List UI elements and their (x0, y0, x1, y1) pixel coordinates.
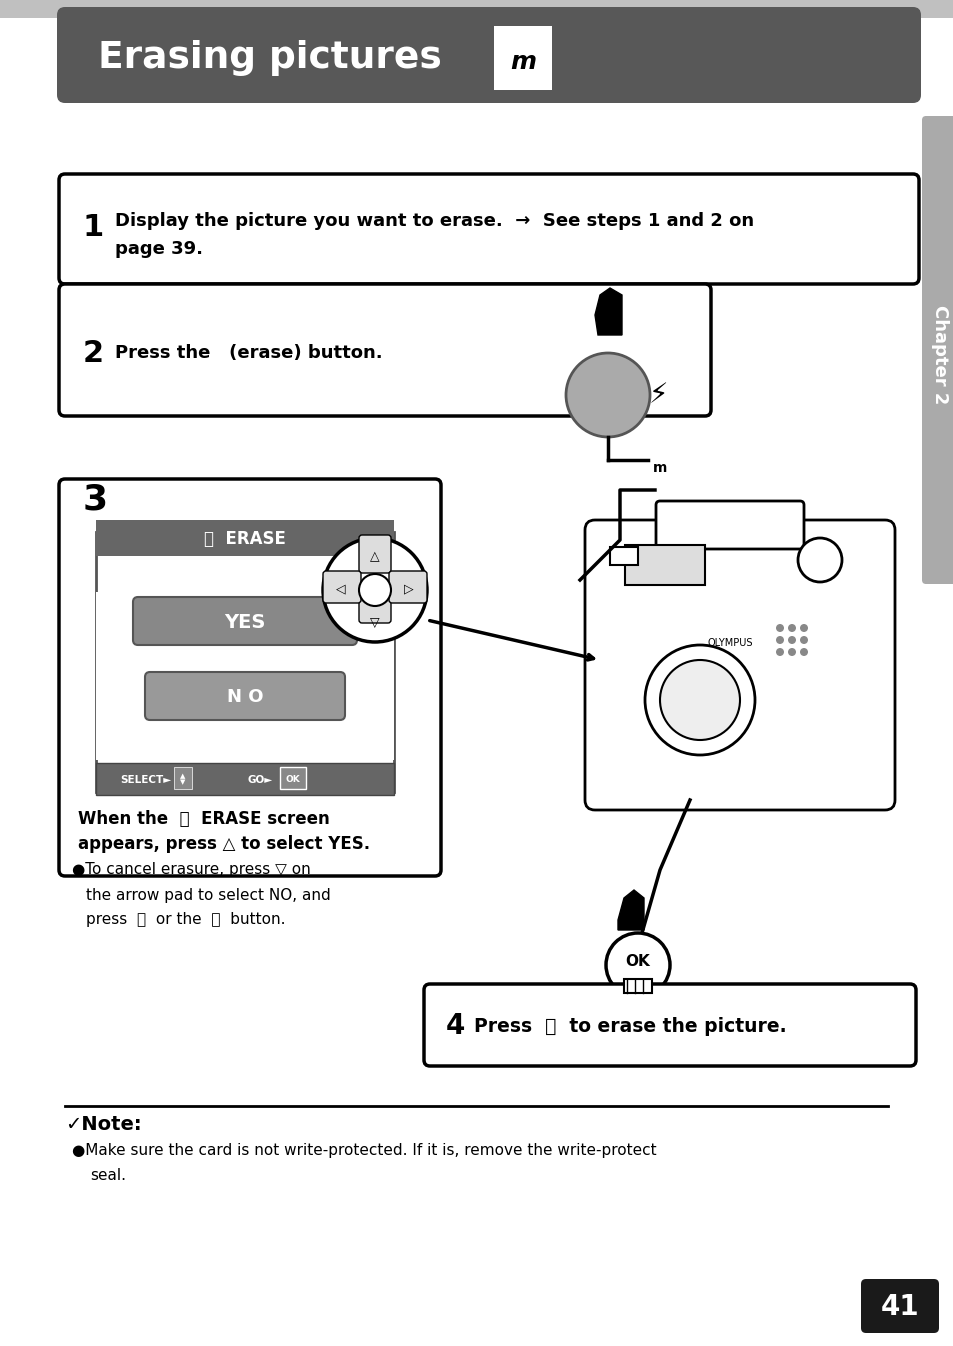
Bar (623, 979, 651, 993)
Text: 2: 2 (83, 338, 104, 367)
Text: 41: 41 (880, 1294, 919, 1320)
FancyBboxPatch shape (423, 984, 915, 1066)
Text: 1: 1 (83, 214, 104, 242)
Text: ⚡: ⚡ (648, 381, 667, 409)
Circle shape (323, 538, 427, 642)
Circle shape (565, 353, 649, 437)
FancyBboxPatch shape (389, 571, 427, 603)
Bar (609, 546, 638, 565)
FancyBboxPatch shape (656, 501, 803, 549)
Text: OK: OK (285, 774, 300, 783)
FancyBboxPatch shape (59, 479, 440, 876)
Polygon shape (595, 288, 621, 335)
Text: ●Make sure the card is not write-protected. If it is, remove the write-protect: ●Make sure the card is not write-protect… (71, 1143, 656, 1158)
Text: the arrow pad to select NO, and: the arrow pad to select NO, and (86, 888, 331, 903)
Text: Press  ⓞ  to erase the picture.: Press ⓞ to erase the picture. (474, 1016, 786, 1035)
FancyBboxPatch shape (358, 534, 391, 573)
Bar (96, 532, 394, 791)
FancyBboxPatch shape (861, 1279, 938, 1333)
Circle shape (775, 637, 783, 643)
Text: seal.: seal. (90, 1168, 126, 1183)
Circle shape (787, 637, 795, 643)
Text: page 39.: page 39. (115, 240, 203, 258)
Text: N O: N O (227, 688, 263, 707)
Bar (280, 767, 306, 789)
Circle shape (800, 637, 807, 643)
Text: OK: OK (625, 954, 650, 969)
Circle shape (644, 645, 754, 755)
Circle shape (605, 933, 669, 997)
Circle shape (797, 538, 841, 581)
Text: ▽: ▽ (370, 615, 379, 629)
Text: m: m (652, 460, 666, 475)
Text: Chapter 2: Chapter 2 (930, 306, 948, 405)
Text: Erasing pictures: Erasing pictures (98, 40, 441, 75)
Bar (0, 0, 953, 17)
Text: ▷: ▷ (404, 583, 414, 595)
FancyBboxPatch shape (323, 571, 360, 603)
Bar (494, 26, 552, 90)
Circle shape (800, 647, 807, 656)
Text: GO►: GO► (248, 775, 273, 785)
FancyBboxPatch shape (59, 174, 918, 284)
Text: When the  ⓞ  ERASE screen: When the ⓞ ERASE screen (78, 810, 330, 828)
FancyBboxPatch shape (145, 672, 345, 720)
Circle shape (775, 647, 783, 656)
Text: SELECT►: SELECT► (120, 775, 172, 785)
Text: appears, press △ to select YES.: appears, press △ to select YES. (78, 835, 370, 853)
Circle shape (787, 647, 795, 656)
Circle shape (787, 625, 795, 633)
Text: press  ⓞ  or the  ⓞ  button.: press ⓞ or the ⓞ button. (86, 913, 285, 927)
FancyBboxPatch shape (132, 598, 356, 645)
FancyBboxPatch shape (59, 284, 710, 416)
Circle shape (659, 660, 740, 740)
FancyBboxPatch shape (921, 116, 953, 584)
FancyBboxPatch shape (584, 520, 894, 810)
Text: ✓Note:: ✓Note: (65, 1114, 141, 1133)
Bar (624, 545, 704, 586)
Text: YES: YES (224, 612, 265, 631)
Text: ◁: ◁ (335, 583, 345, 595)
Text: △: △ (370, 551, 379, 564)
Bar (173, 767, 192, 789)
Circle shape (800, 625, 807, 633)
Polygon shape (618, 890, 643, 930)
Bar (96, 763, 394, 795)
Text: Press the   (erase) button.: Press the (erase) button. (115, 345, 382, 362)
Text: m: m (510, 50, 536, 74)
Text: ⓞ  ERASE: ⓞ ERASE (204, 530, 286, 548)
Bar (96, 592, 394, 760)
Circle shape (358, 573, 391, 606)
Bar (96, 520, 394, 556)
FancyBboxPatch shape (358, 586, 391, 623)
Text: OLYMPUS: OLYMPUS (706, 638, 752, 647)
Text: Display the picture you want to erase.  →  See steps 1 and 2 on: Display the picture you want to erase. →… (115, 213, 753, 230)
Text: 3: 3 (83, 483, 108, 517)
FancyBboxPatch shape (57, 7, 920, 104)
Text: ▲
▼: ▲ ▼ (180, 773, 186, 785)
Text: ●To cancel erasure, press ▽ on: ●To cancel erasure, press ▽ on (71, 861, 311, 878)
Text: 4: 4 (446, 1012, 465, 1040)
Circle shape (775, 625, 783, 633)
